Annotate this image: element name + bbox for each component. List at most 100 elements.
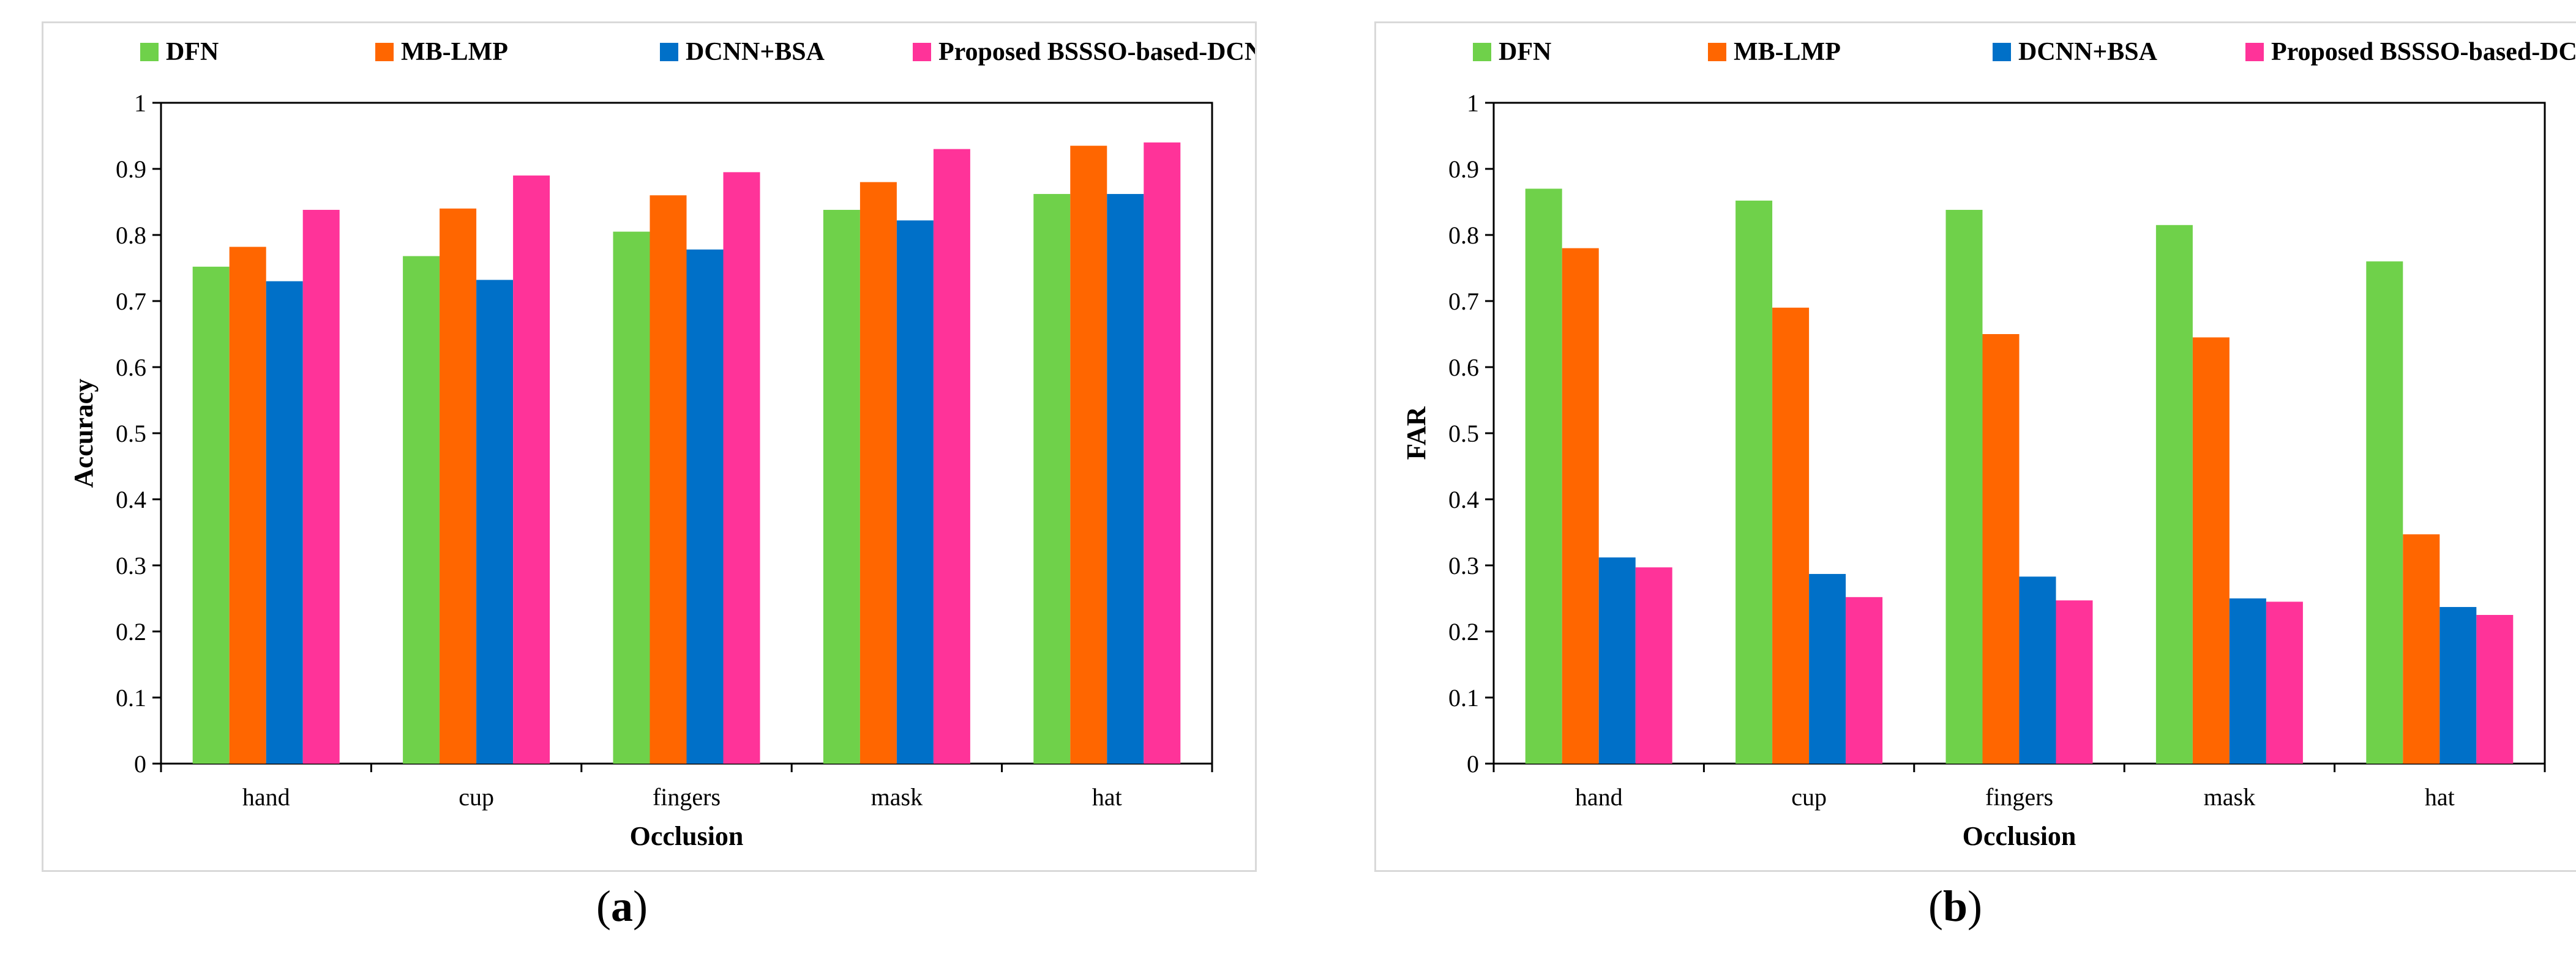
legend-swatch [140,43,159,61]
x-tick-label: hand [242,783,290,811]
x-tick-label: cup [1791,783,1827,811]
bar-cup-dfn [1735,200,1773,764]
legend-swatch [913,43,931,61]
bar-fingers-proposed-bssso-based-dcnn [2056,600,2093,764]
x-tick-label: hat [2425,783,2455,811]
bar-mask-proposed-bssso-based-dcnn [2266,601,2303,764]
y-axis-label: Accuracy [69,379,99,488]
bar-hat-proposed-bssso-based-dcnn [1144,142,1181,764]
bar-fingers-dfn [1945,209,1983,764]
y-tick-label: 0.2 [1448,618,1479,646]
panel-letter-a: a [611,882,633,931]
y-tick-label: 0.6 [116,354,146,381]
bar-mask-dfn [823,209,860,764]
legend-swatch [1993,43,2011,61]
bar-hat-proposed-bssso-based-dcnn [2476,615,2514,764]
y-tick-label: 0.8 [116,221,146,249]
x-tick-label: hand [1575,783,1623,811]
y-tick-label: 0.4 [1448,486,1479,513]
bar-fingers-dfn [613,231,650,764]
y-tick-label: 0.5 [1448,420,1479,447]
y-tick-label: 0.2 [116,618,146,646]
y-tick-label: 0.9 [1448,155,1479,183]
bar-mask-mb-lmp [859,182,897,764]
y-tick-label: 0.3 [1448,552,1479,579]
bar-cup-dcnn-bsa [1809,574,1846,764]
y-tick-label: 0.4 [116,486,146,513]
x-tick-label: fingers [1985,783,2053,811]
legend-label: DFN [166,38,219,66]
y-tick-label: 0.5 [116,420,146,447]
y-tick-label: 0.8 [1448,221,1479,249]
bar-hand-mb-lmp [229,247,266,764]
bar-hand-mb-lmp [1562,248,1599,764]
bar-cup-mb-lmp [1772,307,1810,764]
y-tick-label: 0.1 [116,684,146,712]
x-tick-label: fingers [653,783,721,811]
bar-hand-proposed-bssso-based-dcnn [1635,567,1672,764]
legend-label: Proposed BSSSO-based-DCNN [2271,38,2576,66]
legend-swatch [2245,43,2264,61]
far-chart: 0 0.1 0.2 0.3 0.4 0.5 0.6 0.7 0.8 0.9 1 hand cup fing… [1374,21,2576,872]
legend-label: MB-LMP [401,38,508,66]
bar-mask-dfn [2155,225,2193,764]
legend-label: DFN [1499,38,1551,66]
y-tick-label: 1 [1467,89,1479,117]
y-tick-label: 0.6 [1448,354,1479,381]
bar-hat-dcnn-bsa [1107,194,1144,764]
panel-letter-b: b [1942,882,1968,931]
x-tick-label: hat [1092,783,1122,811]
x-axis-label: Occlusion [1963,821,2076,851]
legend-label: MB-LMP [1734,38,1841,66]
legend-label: Proposed BSSSO-based-DCNN [938,38,1255,66]
y-tick-label: 0 [1467,750,1479,778]
bar-hat-dcnn-bsa [2439,607,2477,764]
y-axis-label: FAR [1401,406,1431,460]
x-axis-label: Occlusion [630,821,744,851]
bar-mask-mb-lmp [2192,337,2230,764]
y-tick-label: 0.9 [116,155,146,183]
legend-label: DCNN+BSA [2018,38,2158,66]
bar-fingers-dcnn-bsa [2019,576,2056,764]
y-tick-label: 0.3 [116,552,146,579]
x-tick-label: cup [459,783,494,811]
legend-label: DCNN+BSA [686,38,825,66]
legend-swatch [1708,43,1726,61]
bar-hat-dfn [1033,194,1071,764]
far-chart-svg: 0 0.1 0.2 0.3 0.4 0.5 0.6 0.7 0.8 0.9 1 hand cup fing… [1401,38,2576,851]
accuracy-chart-svg: 0 0.1 0.2 0.3 0.4 0.5 0.6 0.7 0.8 0.9 1 hand cup fing… [69,38,1255,851]
bar-hand-proposed-bssso-based-dcnn [302,209,340,764]
legend-swatch [375,43,394,61]
bar-cup-dfn [403,256,440,764]
x-tick-label: mask [871,783,923,811]
y-tick-label: 1 [134,89,146,117]
bar-cup-proposed-bssso-based-dcnn [1846,597,1883,764]
bar-mask-dcnn-bsa [896,220,934,764]
bar-fingers-mb-lmp [1982,334,2020,764]
bar-hat-mb-lmp [1070,146,1107,764]
legend-swatch [660,43,678,61]
y-tick-label: 0 [134,750,146,778]
panel-label-b: (b) [1928,882,1982,931]
bar-hand-dcnn-bsa [266,281,303,764]
panel-label-a: (a) [596,882,648,931]
bar-cup-proposed-bssso-based-dcnn [513,175,550,764]
legend-swatch [1473,43,1491,61]
bar-cup-dcnn-bsa [476,280,514,764]
x-tick-label: mask [2204,783,2255,811]
bar-hand-dfn [192,266,230,764]
bar-fingers-mb-lmp [650,195,687,764]
bar-fingers-dcnn-bsa [686,249,724,764]
bar-hand-dfn [1525,188,1562,764]
bar-hat-mb-lmp [2403,534,2440,764]
bar-mask-proposed-bssso-based-dcnn [933,149,970,764]
bar-cup-mb-lmp [440,208,477,764]
bar-hat-dfn [2366,261,2403,764]
y-tick-label: 0.1 [1448,684,1479,712]
bar-hand-dcnn-bsa [1598,557,1636,764]
y-tick-label: 0.7 [1448,288,1479,315]
accuracy-chart: 0 0.1 0.2 0.3 0.4 0.5 0.6 0.7 0.8 0.9 1 hand cup fing… [42,21,1257,872]
y-tick-label: 0.7 [116,288,146,315]
bar-fingers-proposed-bssso-based-dcnn [723,172,760,764]
bar-mask-dcnn-bsa [2229,598,2266,764]
